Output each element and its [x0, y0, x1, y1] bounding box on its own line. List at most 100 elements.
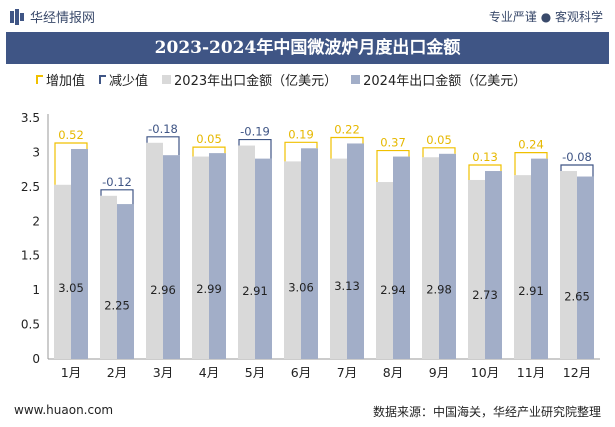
change-label: 0.19	[288, 127, 314, 141]
bar-2023	[468, 179, 485, 359]
x-tick-label: 6月	[291, 365, 311, 380]
bar-2023	[54, 184, 71, 359]
change-label: 0.13	[472, 150, 498, 164]
bar-chart: 0 0.5 1 1.5 2 2.5 3 3.5 0.52 3.05 1月 -0.12 2.25 2月 -0.…	[21, 111, 600, 380]
change-bracket	[422, 147, 456, 158]
bar-2024	[301, 148, 318, 359]
value-label-2024: 3.05	[58, 281, 84, 295]
x-tick-label: 3月	[153, 365, 173, 380]
bar-2023	[560, 171, 577, 359]
y-tick-label: 3	[32, 145, 40, 159]
x-tick-label: 8月	[383, 365, 403, 380]
bar-2024	[393, 156, 410, 359]
x-tick-label: 5月	[245, 365, 265, 380]
series-2024-swatch	[351, 75, 361, 84]
increase-swatch	[36, 75, 43, 84]
change-bracket	[376, 149, 410, 183]
decrease-swatch	[99, 75, 107, 84]
bar-2024	[439, 153, 456, 359]
legend-2023: 2023年出口金额（亿美元）	[162, 70, 337, 89]
series-2023-swatch	[162, 75, 172, 84]
legend-2023-label: 2023年出口金额（亿美元）	[174, 74, 338, 89]
change-bracket	[560, 164, 594, 177]
value-label-2024: 3.06	[288, 281, 314, 295]
value-label-2024: 2.91	[242, 284, 268, 298]
bar-2023	[192, 156, 209, 359]
top-bar: 华经情报网 专业严谨 ● 客观科学	[0, 0, 615, 32]
change-label: 0.05	[196, 132, 222, 146]
legend-decrease: 减少值	[99, 70, 148, 89]
bar-2024	[163, 155, 180, 359]
bar-2023	[422, 157, 439, 359]
x-tick-label: 9月	[429, 365, 449, 380]
y-tick-label: 0.5	[21, 318, 40, 332]
y-tick-label: 0	[32, 352, 40, 366]
bar-2024	[117, 204, 134, 359]
legend: 增加值 减少值 2023年出口金额（亿美元） 2024年出口金额（亿美元）	[36, 70, 526, 89]
value-label-2024: 2.73	[472, 288, 498, 302]
change-bracket	[192, 146, 226, 157]
value-label-2024: 2.99	[196, 282, 222, 296]
value-label-2024: 2.98	[426, 282, 452, 296]
bar-2023	[100, 195, 117, 359]
change-bracket	[468, 164, 502, 180]
legend-2024-label: 2024年出口金额（亿美元）	[363, 74, 527, 89]
change-bracket	[284, 141, 318, 162]
change-bracket	[238, 138, 272, 159]
y-tick-label: 2.5	[21, 180, 40, 194]
y-tick-label: 3.5	[21, 111, 40, 125]
bar-2024	[71, 148, 88, 359]
legend-2024: 2024年出口金额（亿美元）	[351, 70, 526, 89]
bar-2024	[209, 153, 226, 359]
change-bracket	[330, 136, 364, 159]
change-label: 0.05	[426, 133, 452, 147]
bar-2023	[376, 182, 393, 359]
change-bracket	[54, 142, 88, 185]
brand-name: 华经情报网	[30, 11, 96, 26]
footer: www.huaon.com 数据来源：中国海关，华经产业研究院整理	[0, 395, 615, 427]
bar-2023	[238, 145, 255, 359]
value-label-2024: 2.25	[104, 298, 130, 312]
y-tick-label: 1	[32, 283, 40, 297]
bar-2023	[330, 158, 347, 359]
change-label: -0.18	[148, 122, 178, 136]
chart-title: 2023-2024年中国微波炉月度出口金额	[6, 32, 609, 64]
bar-2023	[284, 161, 301, 359]
value-label-2024: 2.94	[380, 283, 406, 297]
brand-tagline: 专业严谨 ● 客观科学	[488, 10, 603, 24]
legend-decrease-label: 减少值	[109, 74, 149, 89]
y-tick-label: 1.5	[21, 249, 40, 263]
value-label-2024: 2.96	[150, 283, 176, 297]
change-bracket	[146, 136, 180, 156]
x-tick-label: 2月	[107, 365, 127, 380]
bar-2023	[146, 142, 163, 359]
footer-source: 数据来源：中国海关，华经产业研究院整理	[372, 405, 601, 419]
value-label-2024: 2.91	[518, 284, 544, 298]
legend-increase: 增加值	[36, 70, 85, 89]
change-bracket	[100, 189, 134, 205]
bar-2024	[485, 171, 502, 359]
x-tick-label: 11月	[517, 365, 545, 380]
x-tick-label: 10月	[471, 365, 499, 380]
y-tick-label: 2	[32, 214, 40, 228]
change-label: -0.12	[102, 175, 132, 189]
value-label-2024: 2.65	[564, 290, 590, 304]
value-label-2024: 3.13	[334, 279, 360, 293]
change-label: 0.52	[58, 128, 84, 142]
change-label: 0.22	[334, 122, 360, 136]
change-label: -0.19	[240, 125, 270, 139]
brand: 华经情报网	[10, 7, 95, 26]
x-tick-label: 7月	[337, 365, 357, 380]
legend-increase-label: 增加值	[46, 74, 86, 89]
bar-2023	[514, 175, 531, 359]
bar-2024	[347, 143, 364, 359]
x-tick-label: 4月	[199, 365, 219, 380]
bar-2024	[577, 176, 594, 359]
footer-url: www.huaon.com	[14, 403, 114, 417]
change-bracket	[514, 152, 548, 176]
change-label: 0.24	[518, 138, 544, 152]
bar-2024	[255, 158, 272, 359]
bar-2024	[531, 158, 548, 359]
x-tick-label: 12月	[563, 365, 591, 380]
